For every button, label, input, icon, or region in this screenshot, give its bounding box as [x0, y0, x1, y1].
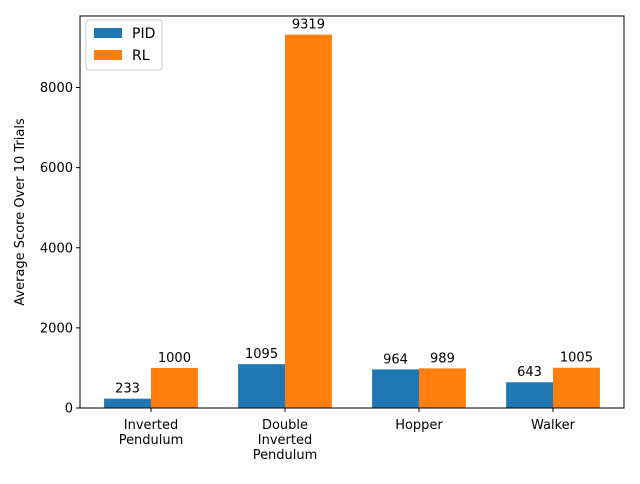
data-label-pid-0: 233: [115, 382, 140, 397]
data-label-rl-1: 9319: [292, 18, 325, 33]
data-label-rl-2: 989: [430, 351, 455, 366]
bar-pid-0: [104, 398, 151, 408]
data-label-rl-3: 1005: [560, 351, 593, 366]
data-label-pid-1: 1095: [245, 347, 278, 362]
bar-rl-0: [151, 367, 198, 408]
bar-rl-1: [285, 34, 332, 408]
y-tick-label-4: 8000: [40, 81, 73, 96]
legend-label-pid: PID: [132, 26, 155, 42]
y-tick-label-1: 2000: [40, 321, 73, 336]
bar-pid-2: [372, 369, 419, 408]
y-axis-label: Average Score Over 10 Trials: [13, 118, 28, 306]
y-tick-label-3: 6000: [40, 161, 73, 176]
data-label-pid-3: 643: [517, 365, 542, 380]
data-labels-layer: 233 1000 1095 9319 964 989 643 1005: [115, 18, 593, 397]
bar-rl-2: [419, 368, 466, 408]
axes-layer: 0 2000 4000 6000 8000 Inverted Pendulum Double I…: [13, 15, 625, 463]
x-tick-label-3: Walker: [531, 418, 576, 433]
x-tick-label-0: Inverted Pendulum: [119, 418, 184, 448]
y-tick-label-0: 0: [65, 402, 73, 417]
bar-pid-3: [506, 382, 553, 408]
x-tick-label-1: Double Inverted Pendulum: [253, 418, 318, 463]
legend-label-rl: RL: [132, 48, 150, 64]
bar-rl-3: [553, 367, 600, 408]
y-tick-label-2: 4000: [40, 241, 73, 256]
x-tick-label-2: Hopper: [395, 418, 443, 433]
bar-pid-1: [238, 364, 285, 408]
plot-frame: [79, 15, 625, 409]
data-label-pid-2: 964: [383, 352, 408, 367]
legend-swatch-pid: [94, 28, 122, 38]
data-label-rl-0: 1000: [158, 351, 191, 366]
legend-swatch-rl: [94, 50, 122, 60]
legend: PID RL: [85, 19, 163, 71]
bars-layer: [104, 34, 600, 408]
